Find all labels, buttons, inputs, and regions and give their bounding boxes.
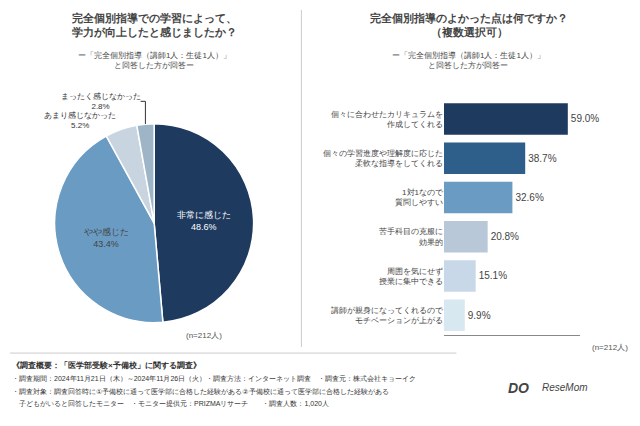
svg-text:ー「完全個別指導（講師1人：生徒1人）」と回答した方が回答ー: ー「完全個別指導（講師1人：生徒1人）」と回答した方が回答ー [392,51,545,70]
svg-text:まったく感じなかった2.8%: まったく感じなかった2.8% [61,92,141,111]
svg-text:子どもがいると回答したモニター ・モニター提供元：PRIZM: 子どもがいると回答したモニター ・モニター提供元：PRIZMAリサーチ ・調査人… [12,400,329,408]
svg-text:1対1なので質問しやすい: 1対1なので質問しやすい [395,188,444,207]
svg-text:非常に感じた48.6%: 非常に感じた48.6% [177,210,231,232]
svg-text:個々に合わせたカリキュラムを作成してくれる: 個々に合わせたカリキュラムを作成してくれる [331,110,443,129]
svg-text:15.1%: 15.1% [479,270,507,281]
svg-text:ReseMom: ReseMom [542,382,588,393]
svg-text:59.0%: 59.0% [571,113,599,124]
svg-text:・調査期間：2024年11月21日（木）～2024年11月2: ・調査期間：2024年11月21日（木）～2024年11月26日（火）・調査方法… [12,375,416,383]
svg-text:・調査対象：調査回答時に①予備校に通って医学部に合格した経験: ・調査対象：調査回答時に①予備校に通って医学部に合格した経験がある②予備校に通っ… [12,388,389,396]
svg-text:9.9%: 9.9% [468,310,491,321]
svg-text:あまり感じなかった5.2%: あまり感じなかった5.2% [44,111,116,130]
svg-text:《調査概要：「医学部受験×予備校」に関する調査》: 《調査概要：「医学部受験×予備校」に関する調査》 [12,361,201,370]
svg-text:(n=212人): (n=212人) [186,331,222,340]
svg-text:32.6%: 32.6% [515,192,543,203]
svg-text:完全個別指導のよかった点は何ですか？（複数選択可）: 完全個別指導のよかった点は何ですか？（複数選択可） [370,12,568,39]
svg-text:講師が親身になってくれるのでモチベーションが上がる: 講師が親身になってくれるのでモチベーションが上がる [331,306,444,325]
svg-text:(n=212人): (n=212人) [592,343,628,352]
svg-text:38.7%: 38.7% [528,153,556,164]
svg-text:やや感じた43.4%: やや感じた43.4% [84,227,129,249]
svg-text:周囲を気にせず授業に集中できる: 周囲を気にせず授業に集中できる [379,267,443,286]
svg-text:20.8%: 20.8% [491,231,519,242]
svg-text:DO: DO [508,380,529,396]
svg-text:個々の学習進度や理解度に応じた柔軟な指導をしてくれる: 個々の学習進度や理解度に応じた柔軟な指導をしてくれる [323,149,443,168]
svg-text:苦手科目の克服に効果的: 苦手科目の克服に効果的 [379,227,443,246]
svg-text:完全個別指導での学習によって、学力が向上したと感じましたか？: 完全個別指導での学習によって、学力が向上したと感じましたか？ [72,12,237,38]
svg-text:ー「完全個別指導（講師1人：生徒1人）」と回答した方が回答ー: ー「完全個別指導（講師1人：生徒1人）」と回答した方が回答ー [78,51,231,70]
